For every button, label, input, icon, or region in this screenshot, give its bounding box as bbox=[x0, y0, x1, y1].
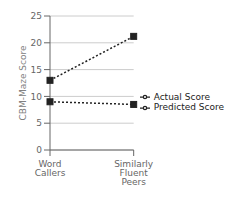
svg-text:20: 20 bbox=[31, 38, 43, 48]
svg-text:10: 10 bbox=[31, 92, 43, 102]
html-text:Actual Score: Actual Score bbox=[153, 91, 210, 102]
html-text:Predicted Score: Predicted Score bbox=[153, 102, 224, 112]
svg-text:WordCallers: WordCallers bbox=[35, 159, 66, 178]
svg-text:5: 5 bbox=[36, 118, 42, 128]
svg-text:0: 0 bbox=[36, 145, 42, 155]
svg-text:SimilarlyFluentPeers: SimilarlyFluentPeers bbox=[114, 159, 154, 187]
svg-text:CBM-Maze Score: CBM-Maze Score bbox=[18, 45, 28, 121]
svg-text:25: 25 bbox=[31, 11, 42, 21]
svg-text:15: 15 bbox=[31, 65, 42, 75]
